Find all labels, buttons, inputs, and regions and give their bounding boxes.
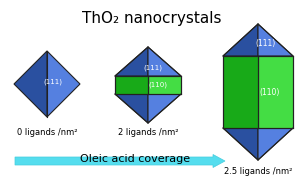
Polygon shape (115, 94, 148, 123)
Polygon shape (223, 24, 258, 56)
Text: (111): (111) (256, 39, 276, 48)
Polygon shape (115, 47, 148, 76)
Polygon shape (115, 76, 148, 94)
FancyArrow shape (15, 154, 225, 167)
Text: (111): (111) (43, 78, 63, 85)
Polygon shape (148, 76, 181, 94)
Polygon shape (14, 51, 47, 117)
Polygon shape (148, 47, 181, 76)
Text: (111): (111) (143, 65, 163, 71)
Text: 2 ligands /nm²: 2 ligands /nm² (118, 128, 178, 137)
Text: (110): (110) (260, 88, 280, 97)
Polygon shape (223, 56, 258, 128)
Polygon shape (47, 51, 80, 117)
Text: (110): (110) (149, 82, 167, 88)
Polygon shape (148, 94, 181, 123)
Text: 0 ligands /nm²: 0 ligands /nm² (17, 128, 77, 137)
Text: Oleic acid coverage: Oleic acid coverage (80, 154, 190, 164)
Polygon shape (258, 56, 293, 128)
Polygon shape (223, 128, 258, 160)
Text: ThO₂ nanocrystals: ThO₂ nanocrystals (82, 11, 222, 26)
Polygon shape (258, 24, 293, 56)
Polygon shape (258, 128, 293, 160)
Text: 2.5 ligands /nm²: 2.5 ligands /nm² (224, 167, 292, 176)
